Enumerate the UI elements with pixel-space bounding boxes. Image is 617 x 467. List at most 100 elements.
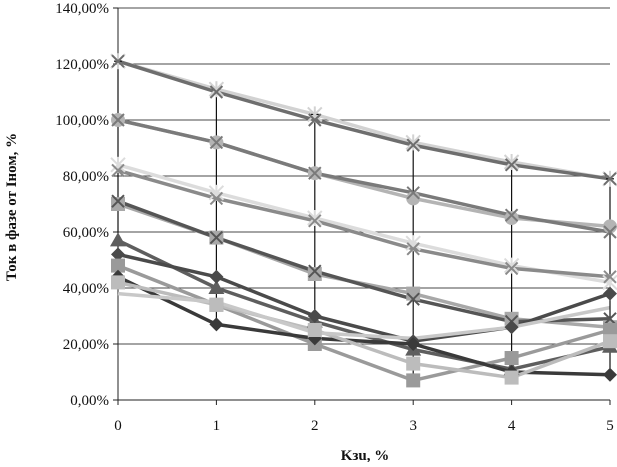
data-point-s8-2: [308, 264, 322, 278]
data-point-s1-3: [405, 134, 421, 151]
data-point-s2-1: [209, 85, 224, 99]
data-point-s12-5: [603, 367, 617, 382]
y-tick-label: 80,00%: [63, 169, 109, 185]
data-point-s10-0: [111, 247, 125, 262]
marker-stroke: [603, 172, 617, 186]
marker-stroke: [603, 270, 617, 284]
marker-stroke: [504, 158, 519, 172]
y-axis-title: Ток в фазе от Iном, %: [4, 133, 20, 281]
data-point-s9-0: [110, 232, 126, 247]
data-point-s13-5: [603, 334, 617, 349]
data-point-s4-1: [209, 135, 224, 150]
data-point-s6-0: [111, 163, 125, 178]
data-point-s7-4: [504, 311, 519, 326]
y-tick-label: 100,00%: [55, 113, 109, 129]
series-lines: [117, 59, 611, 383]
series-line-10: [117, 252, 611, 343]
marker-stroke: [308, 264, 322, 278]
marker-stroke: [308, 113, 322, 127]
marker-stroke: [209, 191, 224, 206]
data-point-s13-1: [209, 297, 224, 312]
y-tick-label: 60,00%: [63, 225, 109, 241]
data-point-s4-4: [504, 208, 519, 222]
series-line-1: [117, 59, 611, 181]
data-point-s12-1: [209, 317, 224, 332]
x-tick-label: 2: [311, 418, 319, 434]
data-point-s13-2: [307, 323, 322, 337]
data-point-s13-0: [111, 275, 125, 290]
y-tick-label: 40,00%: [63, 281, 109, 297]
data-point-s2-3: [406, 138, 420, 152]
data-point-s11-4: [504, 351, 519, 365]
data-point-s5-2: [307, 210, 323, 226]
data-point-s10-1: [209, 269, 224, 284]
marker-stroke: [406, 138, 420, 152]
x-tick-label: 0: [114, 418, 122, 434]
data-point-s8-5: [603, 312, 617, 326]
marker-stroke: [209, 85, 224, 99]
marker-stroke: [603, 312, 617, 326]
data-point-s8-1: [209, 230, 224, 245]
marker-stroke: [406, 292, 420, 306]
data-point-s6-4: [504, 261, 519, 276]
data-point-s6-3: [406, 242, 420, 256]
series-line-2: [117, 59, 611, 181]
data-point-s4-2: [308, 166, 322, 180]
data-point-s13-4: [504, 370, 519, 385]
data-point-s6-5: [603, 270, 617, 284]
marker-stroke: [308, 214, 322, 228]
data-point-s8-0: [111, 194, 125, 208]
x-axis-title: Kзu, %: [341, 448, 390, 462]
data-point-s11-5: [603, 323, 617, 337]
marker-stroke: [406, 186, 420, 200]
data-point-s13-3: [406, 356, 421, 371]
marker-stroke: [603, 225, 617, 239]
data-point-s6-1: [209, 191, 224, 206]
data-point-s7-2: [307, 267, 322, 281]
y-tick-label: 140,00%: [55, 1, 109, 17]
y-tick-label: 120,00%: [55, 57, 109, 73]
data-point-s9-1: [208, 280, 225, 294]
series-line-7: [117, 202, 611, 329]
marker-stroke: [308, 166, 322, 180]
marker-stroke: [406, 242, 420, 256]
data-point-s1-4: [503, 154, 520, 170]
data-point-s4-0: [111, 113, 125, 127]
data-point-s3-4: [504, 211, 519, 225]
data-point-s5-4: [503, 257, 520, 274]
marker-stroke: [209, 230, 224, 245]
data-point-s4-3: [406, 186, 420, 200]
marker-stroke: [111, 54, 125, 68]
data-point-s7-0: [111, 197, 125, 211]
marker-stroke: [504, 208, 519, 222]
data-point-s10-5: [603, 286, 617, 301]
series-markers: [110, 53, 617, 388]
data-point-s2-0: [111, 54, 125, 68]
series-line-14: [117, 291, 611, 341]
data-point-s1-1: [208, 81, 225, 98]
marker-stroke: [111, 194, 125, 208]
data-point-s10-4: [504, 320, 519, 335]
series-line-6: [117, 168, 611, 279]
series-line-12: [117, 275, 611, 377]
series-line-4: [117, 118, 611, 234]
x-tick-label: 3: [409, 418, 417, 434]
data-point-s11-0: [111, 258, 125, 273]
x-tick-label: 5: [606, 418, 614, 434]
series-line-11: [117, 263, 611, 383]
data-point-s4-5: [603, 225, 617, 239]
marker-stroke: [504, 261, 519, 276]
marker-stroke: [209, 135, 224, 150]
data-point-s12-3: [406, 337, 421, 351]
marker-stroke: [111, 113, 125, 127]
data-point-s10-2: [307, 309, 322, 323]
tick-labels: 0,00% 20,00% 40,00% 60,00% 80,00% 100,00% 120,…: [55, 1, 614, 434]
data-point-s2-2: [308, 113, 322, 127]
x-tick-label: 1: [213, 418, 221, 434]
data-point-s8-3: [406, 292, 420, 306]
x-tick-label: 4: [508, 418, 516, 434]
data-point-s2-5: [603, 172, 617, 186]
marker-stroke: [111, 163, 125, 178]
